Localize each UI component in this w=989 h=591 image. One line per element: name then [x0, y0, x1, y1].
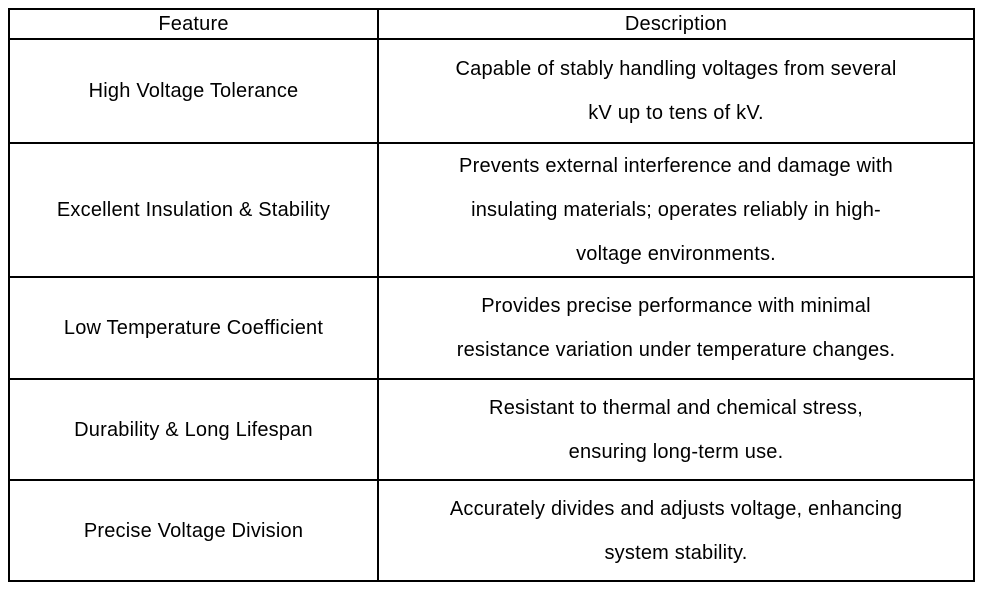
description-cell: Prevents external interference and damag… [377, 142, 975, 278]
description-line: voltage environments. [576, 243, 776, 265]
description-line: Accurately divides and adjusts voltage, … [449, 497, 903, 520]
table-row: Precise Voltage Division Accurately divi… [8, 479, 975, 582]
table-row: High Voltage Tolerance Capable of stably… [8, 38, 975, 144]
feature-cell: High Voltage Tolerance [8, 38, 379, 144]
table-row: Low Temperature Coefficient Provides pre… [8, 276, 975, 380]
description-line: ensuring long-term use. [568, 440, 784, 463]
table-header-row: Feature Description [8, 8, 975, 40]
description-line: Prevents external interference and damag… [459, 155, 893, 177]
feature-column-header: Feature [8, 8, 379, 40]
feature-description-table: Feature Description High Voltage Toleran… [8, 8, 975, 582]
description-line: kV up to tens of kV. [588, 102, 764, 124]
description-line: Capable of stably handling voltages from… [455, 58, 897, 80]
description-line: insulating materials; operates reliably … [471, 199, 881, 221]
table-row: Durability & Long Lifespan Resistant to … [8, 378, 975, 481]
description-cell: Provides precise performance with minima… [377, 276, 975, 380]
description-line: Resistant to thermal and chemical stress… [489, 396, 863, 419]
description-line: Provides precise performance with minima… [481, 295, 871, 317]
description-column-header: Description [377, 8, 975, 40]
feature-cell: Excellent Insulation & Stability [8, 142, 379, 278]
description-cell: Capable of stably handling voltages from… [377, 38, 975, 144]
feature-cell: Low Temperature Coefficient [8, 276, 379, 380]
description-line: system stability. [604, 541, 748, 564]
feature-cell: Durability & Long Lifespan [8, 378, 379, 481]
table-row: Excellent Insulation & Stability Prevent… [8, 142, 975, 278]
description-cell: Accurately divides and adjusts voltage, … [377, 479, 975, 582]
description-line: resistance variation under temperature c… [456, 339, 896, 361]
feature-cell: Precise Voltage Division [8, 479, 379, 582]
description-cell: Resistant to thermal and chemical stress… [377, 378, 975, 481]
